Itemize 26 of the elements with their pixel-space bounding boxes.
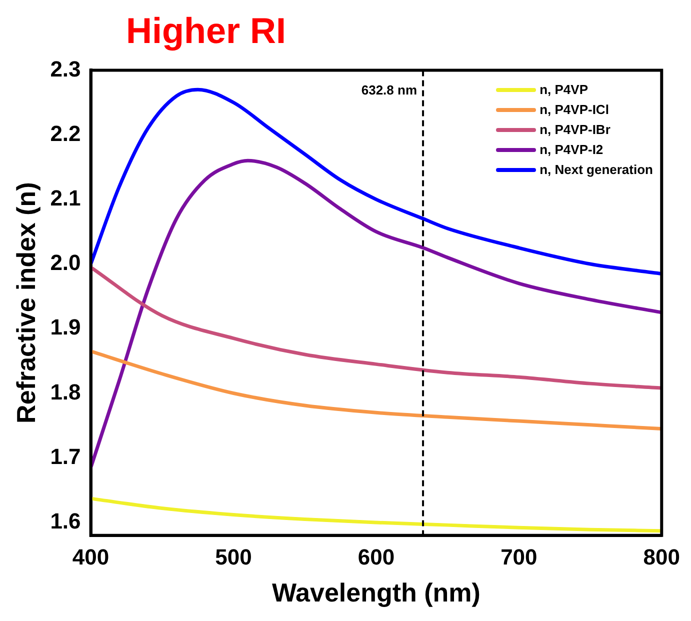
y-tick-label: 1.8 bbox=[50, 379, 81, 404]
legend-label: n, P4VP-ICl bbox=[540, 101, 609, 119]
x-tick-label: 800 bbox=[643, 544, 680, 570]
x-axis-title: Wavelength (nm) bbox=[272, 578, 480, 608]
legend-label: n, Next generation bbox=[540, 161, 653, 179]
line-series bbox=[90, 496, 662, 533]
ref-line-label: 632.8 nm bbox=[361, 82, 418, 98]
x-tick-label: 600 bbox=[358, 544, 395, 570]
y-tick-label: 2.0 bbox=[50, 250, 81, 276]
y-tick-label: 2.3 bbox=[50, 56, 81, 82]
y-tick-label: 1.6 bbox=[50, 508, 81, 534]
y-tick-label: 2.1 bbox=[50, 185, 81, 210]
legend-label: n, P4VP-IBr bbox=[540, 121, 610, 139]
line-series bbox=[90, 350, 662, 431]
y-tick-label: 1.7 bbox=[50, 444, 81, 469]
y-tick-label: 2.2 bbox=[50, 120, 81, 146]
x-tick-label: 400 bbox=[72, 544, 110, 570]
chart-title: Higher RI bbox=[125, 9, 288, 53]
legend-label: n, P4VP-I2 bbox=[540, 141, 604, 159]
y-axis-title: Refractive index (n) bbox=[10, 182, 41, 424]
x-tick-label: 500 bbox=[215, 544, 252, 570]
line-series bbox=[90, 158, 662, 470]
x-tick-label: 700 bbox=[500, 544, 538, 570]
line-series bbox=[90, 266, 662, 390]
legend-label: n, P4VP bbox=[540, 81, 588, 99]
y-tick-label: 1.9 bbox=[50, 314, 81, 340]
